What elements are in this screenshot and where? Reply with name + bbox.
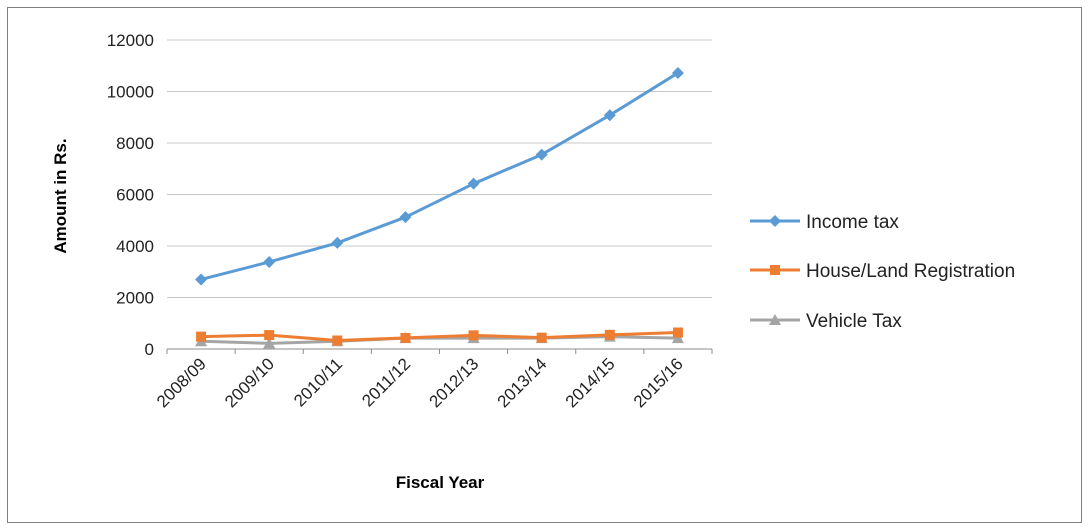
legend-item: Vehicle Tax	[750, 311, 902, 332]
x-tick-label: 2010/11	[290, 354, 346, 410]
x-tick-label: 2014/15	[562, 354, 619, 411]
data-point	[331, 236, 344, 249]
data-point	[604, 329, 615, 340]
series-income-tax	[195, 66, 684, 286]
legend-item: Income tax	[750, 212, 899, 233]
series-line	[200, 71, 679, 281]
x-tick-label: 2013/14	[494, 354, 551, 411]
y-tick-label: 2000	[116, 289, 154, 308]
data-point	[671, 66, 684, 79]
data-point	[603, 109, 616, 122]
data-point	[264, 330, 275, 341]
y-axis-ticks: 0 2000 4000 6000 8000 10000 12000	[107, 31, 154, 359]
x-tick-label: 2011/12	[358, 354, 414, 410]
legend: Income tax House/Land Registration Vehicle…	[750, 212, 1015, 332]
gridlines	[167, 39, 712, 350]
data-point	[196, 331, 207, 342]
series-house-land-registration	[196, 327, 683, 346]
legend-label: Vehicle Tax	[806, 311, 902, 332]
x-axis-ticks: 2008/09 2009/10 2010/11 2011/12 2012/13 2013/…	[153, 349, 713, 411]
data-point	[468, 330, 479, 341]
legend-item: House/Land Registration	[750, 261, 1015, 282]
data-point	[671, 332, 684, 344]
data-point	[535, 148, 548, 161]
series-line	[201, 331, 678, 343]
data-point	[536, 332, 547, 343]
legend-marker	[770, 265, 780, 275]
data-point	[263, 255, 276, 268]
chart-frame	[7, 7, 1082, 523]
series-lines	[195, 66, 684, 349]
legend-marker	[769, 314, 781, 325]
legend-label: House/Land Registration	[806, 261, 1015, 282]
data-point	[400, 332, 411, 343]
data-point	[195, 273, 208, 286]
legend-label: Income tax	[806, 212, 899, 233]
y-tick-label: 6000	[116, 186, 154, 205]
data-point	[467, 177, 480, 190]
legend-marker	[769, 215, 781, 227]
data-point	[332, 335, 343, 346]
data-point	[263, 337, 276, 349]
y-tick-label: 0	[145, 340, 154, 359]
y-tick-label: 10000	[107, 83, 154, 102]
y-tick-label: 4000	[116, 237, 154, 256]
x-tick-label: 2009/10	[221, 354, 278, 411]
data-point	[672, 327, 683, 338]
x-axis-title: Fiscal Year	[396, 473, 485, 492]
data-point	[399, 211, 412, 224]
series-line	[201, 335, 678, 345]
x-tick-label: 2008/09	[153, 354, 210, 411]
x-tick-label: 2012/13	[426, 354, 483, 411]
y-tick-label: 12000	[107, 31, 154, 50]
x-tick-label: 2015/16	[630, 354, 687, 411]
y-axis-title: Amount in Rs.	[51, 138, 70, 253]
y-tick-label: 8000	[116, 134, 154, 153]
